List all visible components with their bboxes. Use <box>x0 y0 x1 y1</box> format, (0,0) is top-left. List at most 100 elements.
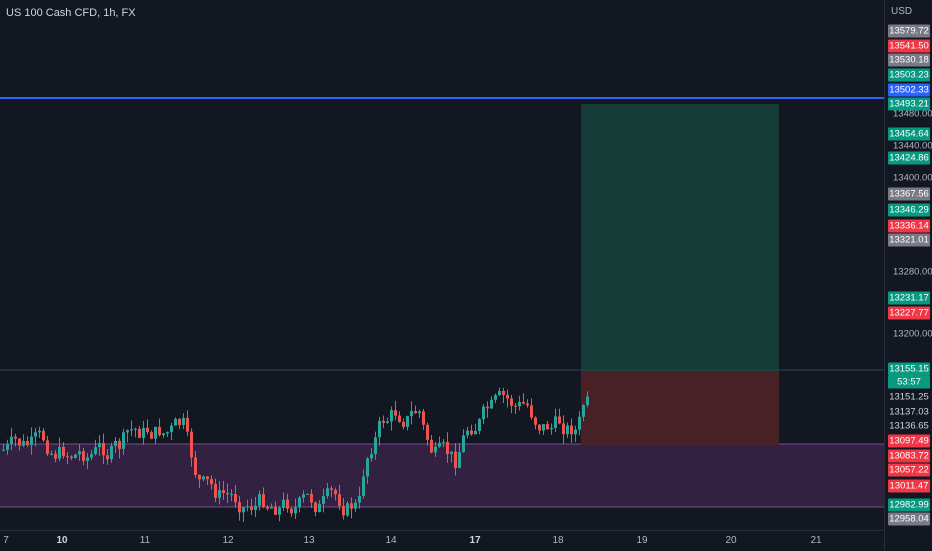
price-tag: 13137.03 <box>888 405 930 419</box>
candle-body <box>302 494 305 498</box>
candle-body <box>226 493 229 495</box>
candle-body <box>430 439 433 453</box>
candle-body <box>490 399 493 409</box>
candle-body <box>126 430 129 433</box>
candle-body <box>382 420 385 423</box>
candles <box>2 387 589 523</box>
candle-body <box>578 416 581 430</box>
candle-body <box>354 502 357 509</box>
price-tag: 53:57 <box>888 375 930 389</box>
candle-body <box>522 401 525 404</box>
candle-body <box>182 417 185 425</box>
symbol-title: US 100 Cash CFD, 1h, FX <box>6 7 136 19</box>
candle-body <box>66 456 69 458</box>
candle-body <box>254 505 257 510</box>
candle-body <box>450 451 453 455</box>
time-label: 18 <box>552 535 564 546</box>
time-label: 20 <box>725 535 737 546</box>
candle-body <box>394 410 397 416</box>
candle-body <box>18 438 21 446</box>
candle-body <box>270 506 273 509</box>
candle-body <box>334 489 337 495</box>
candle-body <box>114 440 117 446</box>
chart-area[interactable]: US 100 Cash CFD, 1h, FX <box>0 0 884 530</box>
candle-body <box>466 430 469 436</box>
price-tag: 13579.72 <box>888 24 930 38</box>
candle-body <box>6 444 9 450</box>
price-axis[interactable]: USD 13480.00 13440.00 13400.00 13280.00 1320… <box>884 0 932 550</box>
candle-body <box>158 426 161 436</box>
price-tick: 13480.00 <box>893 108 932 120</box>
candle-body <box>210 479 213 485</box>
candle-body <box>454 451 457 468</box>
candle-body <box>134 428 137 430</box>
candle-body <box>54 453 57 459</box>
candle-body <box>194 457 197 475</box>
candle-body <box>50 453 53 455</box>
candle-body <box>30 436 33 446</box>
candle-body <box>358 495 361 503</box>
candle-body <box>442 441 445 443</box>
time-label: 14 <box>385 535 397 546</box>
candle-body <box>414 410 417 414</box>
price-tag: 13502.33 <box>888 83 930 97</box>
candle-body <box>374 437 377 455</box>
candle-body <box>266 506 269 509</box>
candle-body <box>310 493 313 503</box>
candle-body <box>506 394 509 399</box>
candle-body <box>418 411 421 414</box>
candle-body <box>258 494 261 506</box>
candle-body <box>330 488 333 490</box>
candle-body <box>518 401 521 407</box>
candle-body <box>214 484 217 498</box>
price-tag: 13155.15 <box>888 362 930 376</box>
time-axis[interactable]: 7 10 11 12 13 14 17 18 19 20 21 <box>0 530 884 551</box>
price-tag: 13530.18 <box>888 53 930 67</box>
candle-body <box>82 451 85 461</box>
price-tag: 13136.65 <box>888 419 930 433</box>
price-tick: 13200.00 <box>893 328 932 340</box>
candle-body <box>230 494 233 496</box>
candle-body <box>458 452 461 468</box>
price-tag: 13336.14 <box>888 219 930 233</box>
candle-body <box>318 503 321 513</box>
candle-body <box>550 427 553 430</box>
candle-body <box>514 405 517 407</box>
price-tag: 13231.17 <box>888 291 930 305</box>
candle-body <box>422 411 425 425</box>
candle-body <box>130 429 133 431</box>
candle-body <box>238 502 241 513</box>
candle-body <box>498 391 501 396</box>
candle-body <box>366 458 369 477</box>
candle-body <box>510 398 513 406</box>
time-label: 21 <box>810 535 822 546</box>
price-tag: 13541.50 <box>888 39 930 53</box>
candle-body <box>542 424 545 431</box>
candle-body <box>322 495 325 504</box>
price-tag: 13454.64 <box>888 127 930 141</box>
price-tag: 12958.04 <box>888 512 930 526</box>
candle-body <box>70 456 73 458</box>
candle-body <box>198 474 201 480</box>
price-tag: 13227.77 <box>888 306 930 320</box>
candle-body <box>370 454 373 459</box>
candle-body <box>34 432 37 437</box>
long-position-target-zone[interactable] <box>581 104 779 371</box>
long-position-stop-zone[interactable] <box>581 371 779 445</box>
candlestick-chart[interactable] <box>0 0 884 530</box>
candle-body <box>570 425 573 435</box>
candle-body <box>78 451 81 455</box>
candle-body <box>326 488 329 496</box>
candle-body <box>98 442 101 448</box>
candle-body <box>58 446 61 459</box>
candle-body <box>582 405 585 417</box>
time-label: 7 <box>3 535 9 546</box>
candle-body <box>338 494 341 507</box>
candle-body <box>90 454 93 458</box>
candle-body <box>562 423 565 435</box>
candle-body <box>282 499 285 508</box>
candle-body <box>538 424 541 431</box>
candle-body <box>586 396 589 406</box>
candle-body <box>446 441 449 455</box>
candle-body <box>494 395 497 400</box>
